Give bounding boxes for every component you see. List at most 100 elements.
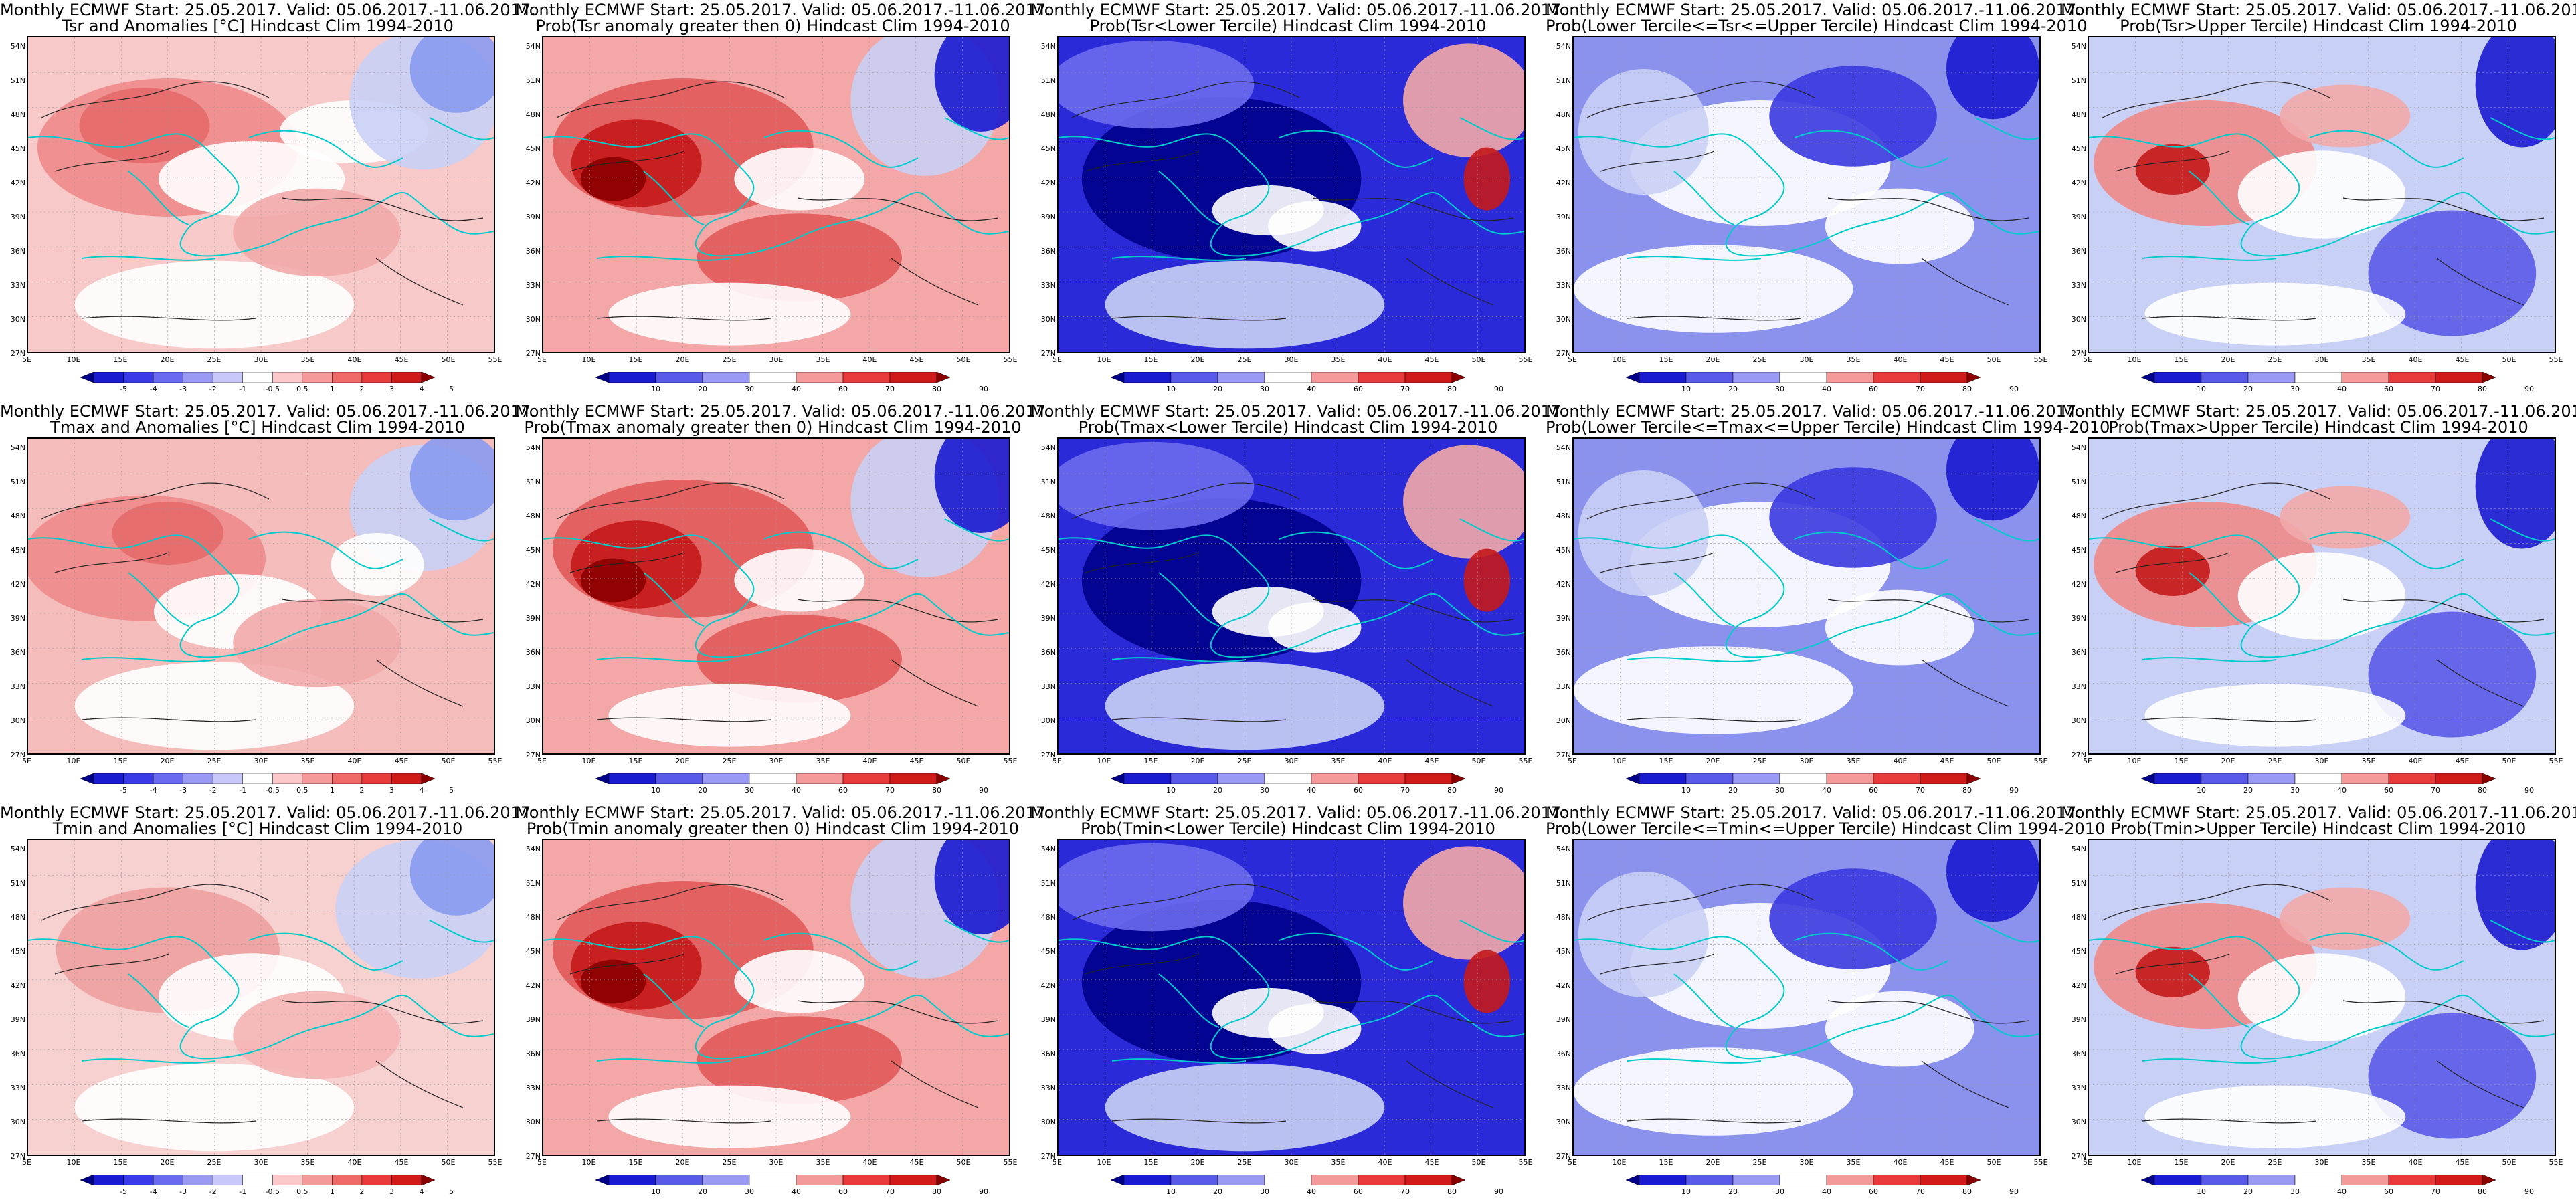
colorbar-tick-label: 90 <box>2009 385 2019 393</box>
lat-tick-label: 30N <box>10 716 25 725</box>
lon-tick-label: 45E <box>909 757 924 765</box>
colorbar-tick-label: -0.5 <box>265 786 280 795</box>
panel-title-line1: Monthly ECMWF Start: 25.05.2017. Valid: … <box>1030 1 1566 19</box>
lat-tick-label: 51N <box>1556 879 1571 888</box>
colorbar-swatch <box>1626 773 1640 784</box>
lat-tick-label: 48N <box>1556 913 1571 922</box>
colorbar-swatch <box>749 1175 797 1185</box>
colorbar-swatch <box>242 1175 273 1185</box>
colorbar-swatch <box>1451 773 1465 784</box>
panel-title-line2: Prob(Tsr anomaly greater then 0) Hindcas… <box>535 17 1010 35</box>
colorbar-swatch <box>332 1175 363 1185</box>
lat-tick-label: 39N <box>525 213 541 221</box>
lon-tick-label: 20E <box>2221 355 2235 364</box>
colorbar-tick-label: -5 <box>120 1187 128 1196</box>
colorbar <box>1111 773 1465 784</box>
lat-tick-label: 51N <box>10 478 25 486</box>
colorbar-swatch <box>2141 372 2155 383</box>
colorbar-swatch <box>391 372 422 383</box>
panel-title-line2: Prob(Tsr>Upper Tercile) Hindcast Clim 19… <box>2120 17 2517 35</box>
colorbar-tick-label: 70 <box>1916 385 1925 393</box>
colorbar-swatch <box>361 773 392 784</box>
colorbar-tick-label: -1 <box>239 786 247 795</box>
lat-tick-label: 51N <box>1040 478 1056 486</box>
colorbar-swatch <box>242 372 273 383</box>
panel-title-line2: Tmax and Anomalies [°C] Hindcast Clim 19… <box>50 418 465 437</box>
lat-tick-label: 39N <box>525 1015 541 1024</box>
colorbar-swatch <box>2247 1175 2296 1185</box>
lon-tick-label: 40E <box>2408 355 2423 364</box>
colorbar-tick-label: 10 <box>651 1187 660 1196</box>
colorbar <box>80 1175 435 1185</box>
lon-tick-label: 15E <box>2174 1158 2189 1167</box>
lon-tick-label: 40E <box>2408 1158 2423 1167</box>
colorbar-swatch <box>1779 773 1827 784</box>
lat-tick-label: 30N <box>1040 1118 1056 1126</box>
colorbar-tick-label: 40 <box>1822 786 1831 795</box>
forecast-panel: Monthly ECMWF Start: 25.05.2017. Valid: … <box>515 401 1051 803</box>
lon-tick-label: 10E <box>1097 757 1111 765</box>
colorbar-tick-label: 20 <box>1728 385 1738 393</box>
lat-tick-label: 39N <box>525 614 541 623</box>
lon-tick-label: 30E <box>1799 355 1814 364</box>
lon-tick-label: 35E <box>2361 757 2376 765</box>
lat-tick-label: 30N <box>1040 315 1056 324</box>
colorbar-swatch <box>1170 1175 1218 1185</box>
colorbar-swatch <box>1732 773 1780 784</box>
colorbar-swatch <box>1639 372 1687 383</box>
colorbar-tick-label: 80 <box>1962 1187 1972 1196</box>
colorbar-swatch <box>936 773 950 784</box>
colorbar-swatch <box>608 372 656 383</box>
lat-tick-label: 54N <box>1556 845 1571 854</box>
lat-tick-label: 51N <box>2071 879 2086 888</box>
colorbar-swatch <box>242 773 273 784</box>
lat-tick-label: 30N <box>1040 716 1056 725</box>
colorbar-swatch <box>2482 1175 2496 1185</box>
colorbar <box>80 773 435 784</box>
colorbar-tick-label: 4 <box>419 1187 424 1196</box>
lat-tick-label: 36N <box>10 247 25 256</box>
forecast-map <box>1057 36 1526 353</box>
colorbar-swatch <box>123 372 154 383</box>
lat-tick-label: 30N <box>2071 716 2086 725</box>
colorbar-tick-label: 70 <box>1916 1187 1925 1196</box>
colorbar-swatch <box>2388 773 2436 784</box>
colorbar-tick-label: -3 <box>179 385 187 393</box>
lon-tick-label: 5E <box>537 1158 547 1167</box>
lon-tick-label: 20E <box>2221 1158 2235 1167</box>
colorbar-swatch <box>332 372 363 383</box>
colorbar-swatch <box>391 1175 422 1185</box>
colorbar-tick-label: 40 <box>1307 786 1316 795</box>
lat-tick-label: 42N <box>10 580 25 589</box>
lon-tick-label: 15E <box>2174 757 2189 765</box>
forecast-panel: Monthly ECMWF Start: 25.05.2017. Valid: … <box>0 0 536 401</box>
colorbar-swatch <box>272 1175 303 1185</box>
lon-tick-label: 15E <box>2174 355 2189 364</box>
forecast-map <box>1057 839 1526 1156</box>
colorbar-tick-label: 70 <box>2431 786 2440 795</box>
colorbar-swatch <box>1451 372 1465 383</box>
colorbar-tick-label: 30 <box>2290 385 2300 393</box>
lat-tick-label: 30N <box>2071 1118 2086 1126</box>
panel-title-line1: Monthly ECMWF Start: 25.05.2017. Valid: … <box>0 803 536 822</box>
lon-tick-label: 35E <box>1846 1158 1861 1167</box>
lon-tick-label: 40E <box>1893 1158 1908 1167</box>
forecast-panel: Monthly ECMWF Start: 25.05.2017. Valid: … <box>2061 803 2576 1204</box>
lat-tick-label: 36N <box>1040 1049 1056 1058</box>
colorbar-tick-label: 40 <box>1307 385 1316 393</box>
panel-title-line1: Monthly ECMWF Start: 25.05.2017. Valid: … <box>1546 1 2082 19</box>
lon-tick-label: 5E <box>22 355 31 364</box>
lon-tick-label: 30E <box>769 355 784 364</box>
lon-tick-label: 40E <box>1893 355 1908 364</box>
colorbar-tick-label: 90 <box>2524 385 2534 393</box>
lat-tick-label: 51N <box>2071 76 2086 85</box>
colorbar-swatch <box>1123 773 1172 784</box>
lat-tick-label: 33N <box>1040 281 1056 290</box>
forecast-map <box>2088 36 2556 353</box>
panel-title-line1: Monthly ECMWF Start: 25.05.2017. Valid: … <box>1546 402 2082 421</box>
forecast-panel: Monthly ECMWF Start: 25.05.2017. Valid: … <box>1030 401 1566 803</box>
colorbar-tick-label: -2 <box>209 1187 217 1196</box>
panel-title-line2: Prob(Tmax<Lower Tercile) Hindcast Clim 1… <box>1078 418 1498 437</box>
lon-tick-label: 25E <box>207 355 221 364</box>
lon-tick-label: 40E <box>347 355 362 364</box>
